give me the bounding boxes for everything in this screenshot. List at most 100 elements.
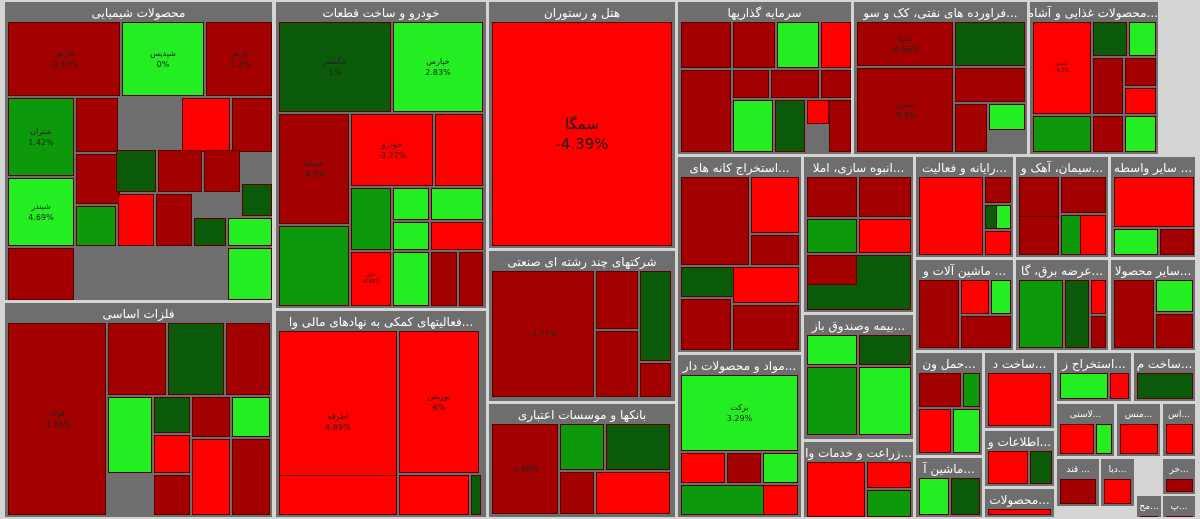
stock-tile[interactable] bbox=[733, 100, 773, 152]
stock-tile[interactable] bbox=[1156, 314, 1193, 348]
stock-tile[interactable] bbox=[228, 248, 272, 300]
stock-tile[interactable] bbox=[919, 177, 983, 255]
stock-tile[interactable] bbox=[108, 397, 152, 473]
sector-panel[interactable]: ...لاستی bbox=[1057, 404, 1114, 456]
stock-tile[interactable] bbox=[596, 331, 638, 397]
stock-tile[interactable] bbox=[393, 252, 429, 306]
stock-tile[interactable] bbox=[226, 323, 270, 395]
stock-tile[interactable] bbox=[821, 22, 851, 68]
stock-tile[interactable] bbox=[1061, 177, 1106, 213]
stock-tile[interactable] bbox=[985, 177, 1011, 203]
stock-tile[interactable] bbox=[988, 509, 1051, 515]
stock-tile[interactable] bbox=[158, 150, 202, 192]
sector-panel[interactable]: ...خر bbox=[1163, 459, 1195, 494]
stock-tile[interactable] bbox=[1093, 58, 1123, 114]
stock-tile[interactable]: خودرو -3.27% bbox=[351, 114, 433, 186]
stock-tile[interactable]: شپنا -0.66% bbox=[857, 22, 953, 66]
stock-tile[interactable] bbox=[76, 206, 116, 246]
stock-tile[interactable] bbox=[606, 424, 670, 470]
sector-panel[interactable]: ...دیا bbox=[1101, 459, 1134, 506]
stock-tile[interactable] bbox=[459, 252, 483, 306]
stock-tile[interactable] bbox=[1114, 229, 1158, 255]
stock-tile[interactable] bbox=[1137, 373, 1193, 399]
stock-tile[interactable] bbox=[1129, 22, 1156, 56]
stock-tile[interactable] bbox=[560, 424, 604, 470]
stock-tile[interactable] bbox=[1091, 316, 1106, 348]
stock-tile[interactable] bbox=[1166, 424, 1193, 454]
stock-tile[interactable] bbox=[681, 70, 731, 152]
stock-tile[interactable] bbox=[985, 231, 1011, 255]
stock-tile[interactable]: سمگا -4.39% bbox=[492, 22, 672, 246]
stock-tile[interactable] bbox=[681, 177, 749, 265]
stock-tile[interactable] bbox=[156, 194, 192, 246]
stock-tile[interactable] bbox=[76, 98, 118, 152]
stock-tile[interactable] bbox=[1140, 516, 1158, 517]
stock-tile[interactable] bbox=[1093, 116, 1123, 152]
stock-tile[interactable] bbox=[955, 104, 987, 152]
stock-tile[interactable] bbox=[807, 219, 857, 253]
stock-tile[interactable] bbox=[154, 435, 190, 473]
stock-tile[interactable] bbox=[807, 100, 829, 124]
stock-tile[interactable] bbox=[1033, 116, 1091, 152]
stock-tile[interactable] bbox=[955, 68, 1025, 102]
stock-tile[interactable] bbox=[988, 451, 1028, 484]
stock-tile[interactable] bbox=[991, 280, 1011, 314]
stock-tile[interactable] bbox=[204, 150, 240, 192]
stock-tile[interactable] bbox=[154, 397, 190, 433]
sector-panel[interactable]: سرمایه گذاریها bbox=[678, 2, 851, 154]
stock-tile[interactable] bbox=[1125, 88, 1156, 114]
stock-tile[interactable] bbox=[1061, 215, 1081, 255]
stock-tile[interactable] bbox=[1019, 177, 1059, 217]
stock-tile[interactable] bbox=[1096, 424, 1112, 454]
stock-tile[interactable] bbox=[116, 150, 156, 192]
stock-tile[interactable] bbox=[232, 439, 270, 515]
sector-panel[interactable]: بانکها و موسسات اعتباری -1.68% bbox=[489, 404, 675, 517]
stock-tile[interactable] bbox=[951, 478, 980, 515]
sector-panel[interactable]: ... ماشین آلات و bbox=[916, 260, 1013, 350]
stock-tile[interactable]: شپدیس 0% bbox=[122, 22, 204, 96]
sector-panel[interactable]: ...اطلاعات و bbox=[985, 431, 1054, 486]
stock-tile[interactable] bbox=[1114, 177, 1194, 227]
stock-tile[interactable] bbox=[919, 409, 951, 453]
stock-tile[interactable] bbox=[1104, 479, 1131, 504]
stock-tile[interactable] bbox=[751, 235, 799, 265]
sector-panel[interactable]: ...انبوه سازی، املا bbox=[804, 157, 913, 312]
stock-tile[interactable] bbox=[829, 100, 851, 152]
stock-tile[interactable] bbox=[919, 373, 961, 407]
stock-tile[interactable] bbox=[961, 316, 1011, 348]
stock-tile[interactable] bbox=[1019, 280, 1063, 348]
stock-tile[interactable] bbox=[763, 453, 798, 483]
stock-tile[interactable] bbox=[961, 280, 989, 314]
stock-tile[interactable]: برکت 3.29% bbox=[681, 375, 798, 451]
stock-tile[interactable] bbox=[681, 299, 731, 350]
stock-tile[interactable] bbox=[596, 271, 638, 329]
stock-tile[interactable] bbox=[733, 267, 799, 303]
stock-tile[interactable] bbox=[807, 462, 865, 517]
stock-tile[interactable] bbox=[471, 475, 481, 515]
sector-panel[interactable]: ...زراعت و خدمات وا bbox=[804, 442, 913, 517]
stock-tile[interactable] bbox=[1091, 280, 1106, 314]
sector-panel[interactable]: ...بیمه وصندوق باز bbox=[804, 315, 913, 439]
stock-tile[interactable]: -1.68% bbox=[492, 424, 558, 514]
stock-tile[interactable] bbox=[168, 323, 224, 395]
stock-tile[interactable] bbox=[763, 485, 798, 515]
stock-tile[interactable] bbox=[1065, 280, 1089, 348]
stock-tile[interactable] bbox=[232, 98, 272, 152]
stock-tile[interactable] bbox=[1093, 22, 1127, 56]
stock-tile[interactable] bbox=[393, 188, 429, 220]
stock-tile[interactable] bbox=[108, 323, 166, 395]
stock-tile[interactable] bbox=[919, 478, 949, 515]
stock-tile[interactable]: خپارس 2.83% bbox=[393, 22, 483, 112]
stock-tile[interactable]: شبریز -0.8% bbox=[857, 68, 953, 152]
stock-tile[interactable]: غمینو -4.7% bbox=[1033, 22, 1091, 114]
sector-panel[interactable]: ...رایانه و فعالیت bbox=[916, 157, 1013, 257]
stock-tile[interactable] bbox=[955, 22, 1025, 66]
stock-tile[interactable] bbox=[1166, 479, 1193, 492]
stock-tile[interactable] bbox=[1060, 373, 1108, 399]
sector-panel[interactable]: خودرو و ساخت قطعات خگستر 1% خپارس 2.83% خساپا… bbox=[276, 2, 486, 308]
stock-tile[interactable] bbox=[279, 475, 397, 515]
stock-tile[interactable] bbox=[681, 22, 731, 68]
sector-panel[interactable]: ...اس bbox=[1163, 404, 1195, 456]
stock-tile[interactable] bbox=[985, 205, 997, 229]
stock-tile[interactable]: -3.77% bbox=[492, 271, 594, 397]
